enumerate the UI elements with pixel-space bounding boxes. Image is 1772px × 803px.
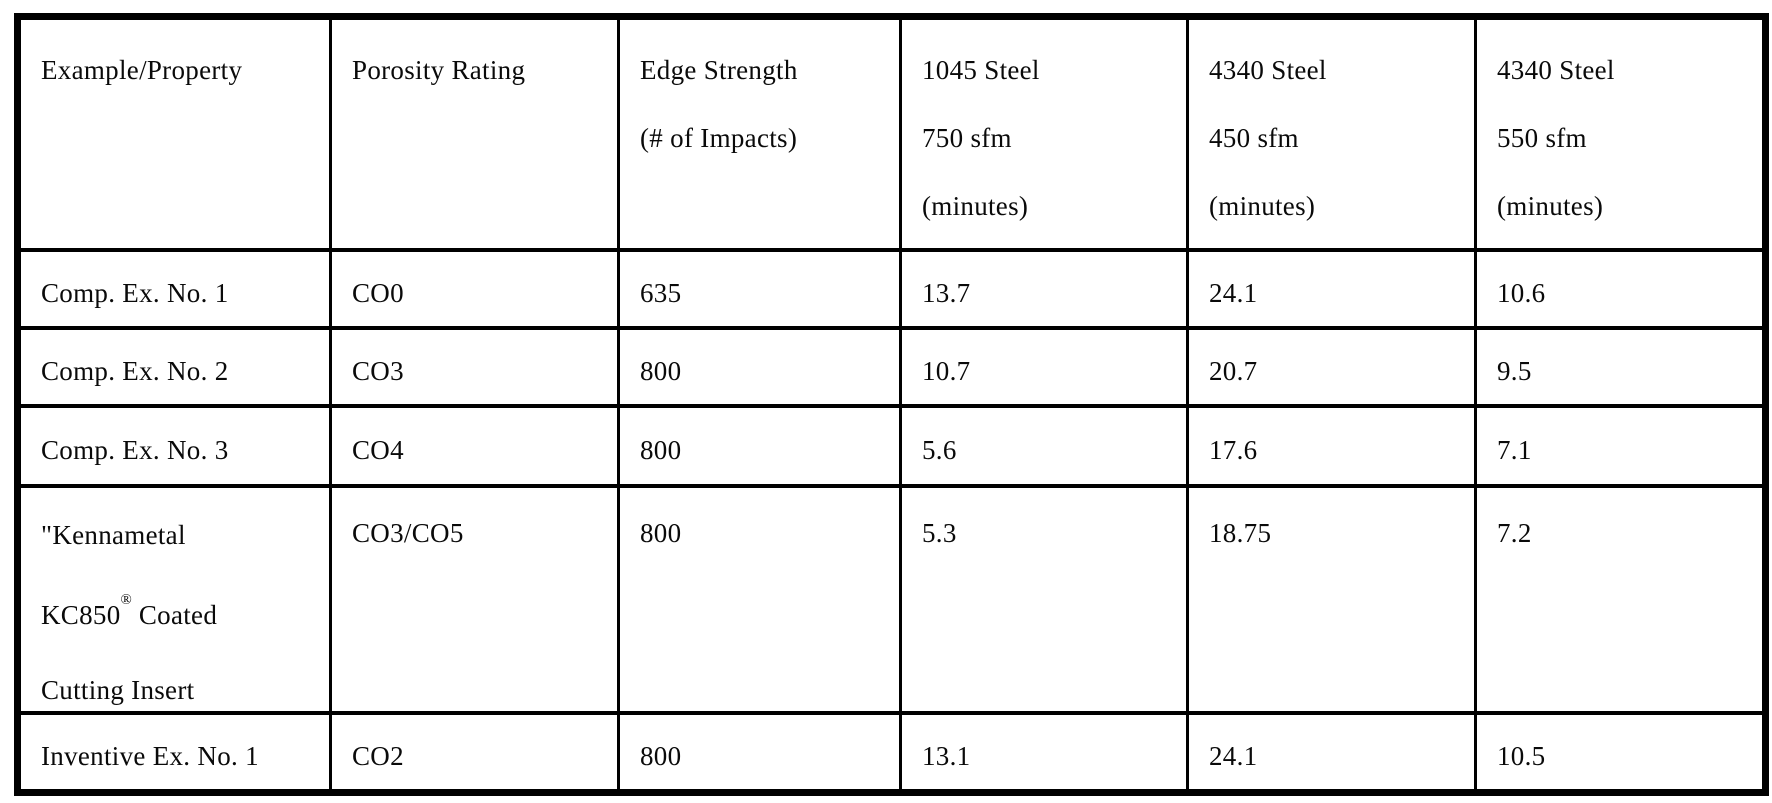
column-header-4340-steel-450sfm: 4340 Steel 450 sfm (minutes): [1186, 14, 1477, 252]
table-row-kennametal-kc850: "Kennametal KC850® Coated Cutting Insert…: [16, 483, 1767, 715]
cell-porosity: CO2: [329, 710, 620, 795]
cell-porosity: CO4: [329, 403, 620, 488]
cell-1045-steel: 13.7: [899, 247, 1189, 330]
cell-porosity: CO0: [329, 247, 620, 330]
cell-example: Inventive Ex. No. 1: [16, 710, 332, 795]
header-line: 4340 Steel: [1497, 55, 1615, 85]
cell-1045-steel: 10.7: [899, 325, 1189, 408]
cell-porosity: CO3/CO5: [329, 483, 620, 715]
cell-example: "Kennametal KC850® Coated Cutting Insert: [16, 483, 332, 715]
cell-4340-steel-550: 7.2: [1474, 483, 1767, 715]
cell-1045-steel: 5.3: [899, 483, 1189, 715]
table-row-comp-ex-1: Comp. Ex. No. 1 CO0 635 13.7 24.1 10.6: [16, 247, 1767, 330]
cell-edge-strength: 800: [617, 403, 902, 488]
header-line: 550 sfm: [1497, 123, 1587, 153]
header-line: 4340 Steel: [1209, 55, 1327, 85]
cell-edge-strength: 800: [617, 710, 902, 795]
header-line: Example/Property: [41, 55, 243, 85]
header-line: 750 sfm: [922, 123, 1012, 153]
cell-4340-steel-550: 10.5: [1474, 710, 1767, 795]
cell-edge-strength: 800: [617, 483, 902, 715]
product-name: KC850: [41, 599, 121, 630]
cell-example: Comp. Ex. No. 1: [16, 247, 332, 330]
header-line: (minutes): [1497, 191, 1604, 221]
column-header-edge-strength: Edge Strength (# of Impacts): [617, 14, 902, 252]
header-line: 1045 Steel: [922, 55, 1040, 85]
header-line: (# of Impacts): [640, 123, 798, 153]
results-table: Example/Property Porosity Rating Edge St…: [14, 13, 1769, 796]
cell-example: Comp. Ex. No. 3: [16, 403, 332, 488]
header-row: Example/Property Porosity Rating Edge St…: [16, 14, 1767, 252]
cell-edge-strength: 635: [617, 247, 902, 330]
table-row-inventive-ex-1: Inventive Ex. No. 1 CO2 800 13.1 24.1 10…: [16, 710, 1767, 795]
column-header-porosity-rating: Porosity Rating: [329, 14, 620, 252]
cell-4340-steel-450: 20.7: [1186, 325, 1477, 408]
cell-example: Comp. Ex. No. 2: [16, 325, 332, 408]
table-row-comp-ex-3: Comp. Ex. No. 3 CO4 800 5.6 17.6 7.1: [16, 403, 1767, 488]
cell-1045-steel: 5.6: [899, 403, 1189, 488]
cell-line: "Kennametal: [41, 519, 186, 550]
cell-1045-steel: 13.1: [899, 710, 1189, 795]
column-header-example-property: Example/Property: [16, 14, 332, 252]
registered-trademark-symbol: ®: [120, 591, 132, 608]
table-row-comp-ex-2: Comp. Ex. No. 2 CO3 800 10.7 20.7 9.5: [16, 325, 1767, 408]
cell-line: Cutting Insert: [41, 674, 195, 705]
header-line: (minutes): [1209, 191, 1316, 221]
header-line: Edge Strength: [640, 55, 798, 85]
column-header-4340-steel-550sfm: 4340 Steel 550 sfm (minutes): [1474, 14, 1767, 252]
product-suffix: Coated: [131, 599, 218, 630]
cell-4340-steel-550: 7.1: [1474, 403, 1767, 488]
cell-4340-steel-450: 18.75: [1186, 483, 1477, 715]
cell-4340-steel-450: 24.1: [1186, 247, 1477, 330]
header-line: Porosity Rating: [352, 55, 526, 85]
cell-4340-steel-450: 24.1: [1186, 710, 1477, 795]
column-header-1045-steel-750sfm: 1045 Steel 750 sfm (minutes): [899, 14, 1189, 252]
cell-4340-steel-550: 10.6: [1474, 247, 1767, 330]
header-line: (minutes): [922, 191, 1029, 221]
cell-4340-steel-450: 17.6: [1186, 403, 1477, 488]
header-line: 450 sfm: [1209, 123, 1299, 153]
cell-line: KC850® Coated: [41, 591, 323, 632]
cell-edge-strength: 800: [617, 325, 902, 408]
cell-4340-steel-550: 9.5: [1474, 325, 1767, 408]
cell-porosity: CO3: [329, 325, 620, 408]
